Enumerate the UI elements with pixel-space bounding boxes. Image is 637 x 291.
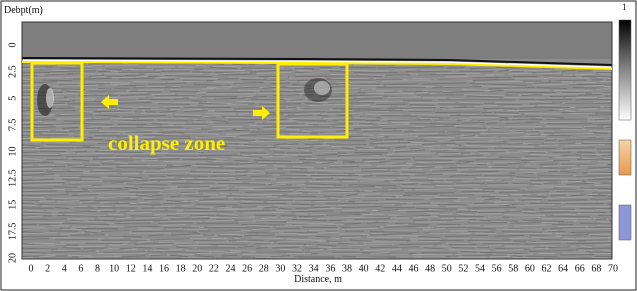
x-tick-label: 44: [392, 263, 402, 274]
x-tick-label: 4: [62, 263, 67, 274]
y-tick-label: 20: [7, 253, 18, 263]
x-tick-label: 8: [95, 263, 100, 274]
x-tick-label: 16: [159, 263, 169, 274]
y-tick-label: 17.5: [7, 223, 18, 241]
x-tick-label: 0: [29, 263, 34, 274]
y-tick-label: 10: [7, 147, 18, 157]
air-layer: [22, 22, 612, 59]
x-tick-label: 42: [375, 263, 385, 274]
colorbar-orange: [619, 140, 631, 175]
y-tick-label: 7.5: [7, 119, 18, 132]
x-tick-label: 6: [78, 263, 83, 274]
y-axis-label: Debpt(m): [4, 5, 43, 16]
x-tick-label: 32: [292, 263, 302, 274]
x-tick-label: 20: [192, 263, 202, 274]
x-tick-label: 48: [425, 263, 435, 274]
x-tick-label: 28: [259, 263, 269, 274]
x-tick-label: 50: [442, 263, 452, 274]
x-tick-label: 40: [359, 263, 369, 274]
y-ticks: 0 2.5 5 7.5 10 12.5 15 17.5 20: [7, 43, 18, 264]
x-tick-label: 62: [541, 263, 551, 274]
x-tick-label: 2: [45, 263, 50, 274]
x-tick-label: 14: [142, 263, 152, 274]
x-tick-label: 66: [575, 263, 585, 274]
x-tick-label: 24: [226, 263, 236, 274]
anomaly: [314, 81, 330, 95]
x-tick-label: 56: [492, 263, 502, 274]
anomaly: [46, 88, 54, 108]
x-tick-label: 68: [591, 263, 601, 274]
x-tick-label: 46: [408, 263, 418, 274]
x-tick-label: 38: [342, 263, 352, 274]
x-tick-label: 18: [176, 263, 186, 274]
y-tick-label: 5: [7, 96, 18, 101]
x-tick-label: 70: [608, 263, 618, 274]
y-tick-label: 15: [7, 200, 18, 210]
y-tick-label: 0: [7, 43, 18, 48]
x-tick-label: 58: [508, 263, 518, 274]
x-tick-label: 34: [309, 263, 319, 274]
x-tick-label: 10: [109, 263, 119, 274]
colorbar-blue: [619, 205, 631, 240]
colorbar-label: 1: [622, 2, 627, 12]
x-tick-label: 36: [325, 263, 335, 274]
x-tick-label: 52: [458, 263, 468, 274]
y-tick-label: 12.5: [7, 169, 18, 187]
annotation: collapse zone: [108, 131, 225, 155]
x-tick-label: 26: [242, 263, 252, 274]
x-tick-label: 60: [525, 263, 535, 274]
radargram-figure: collapse zone Debpt(m) Distance, m 1 0 2.…: [0, 0, 637, 291]
colorbar: [619, 20, 631, 120]
x-tick-label: 64: [558, 263, 568, 274]
x-tick-label: 12: [126, 263, 136, 274]
x-axis-label: Distance, m: [294, 274, 342, 285]
y-tick-label: 2.5: [7, 65, 18, 78]
x-tick-label: 54: [475, 263, 485, 274]
x-tick-label: 22: [209, 263, 219, 274]
x-tick-label: 30: [275, 263, 285, 274]
